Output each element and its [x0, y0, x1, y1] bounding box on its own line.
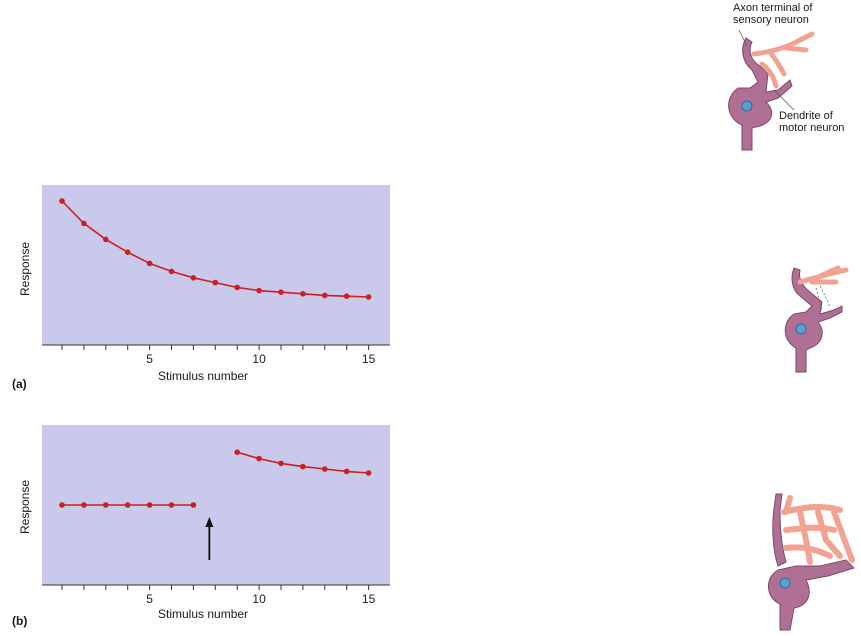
data-point: [81, 220, 87, 227]
plot-area-a: [42, 185, 390, 345]
panel-tag-b: (b): [12, 614, 28, 628]
data-point: [343, 468, 350, 475]
data-point: [124, 249, 131, 255]
x-tick-label: 10: [252, 352, 266, 366]
data-point: [365, 294, 372, 300]
data-point: [168, 502, 175, 508]
nucleus-icon: [741, 100, 753, 112]
data-point: [256, 455, 262, 462]
data-point: [81, 502, 87, 508]
panel-tag-a: (a): [12, 377, 27, 391]
data-point: [146, 502, 153, 508]
data-point: [146, 260, 153, 267]
arrow-up-icon: [205, 517, 214, 527]
data-point: [190, 275, 197, 281]
data-point: [322, 292, 328, 299]
x-axis-label-a: Stimulus number: [158, 369, 249, 383]
neuron-diagram-middle: [784, 265, 849, 373]
data-point: [103, 502, 109, 508]
x-tick-label: 15: [362, 592, 376, 606]
axon-terminal-label: Axon terminal of sensory neuron: [733, 2, 813, 26]
data-point: [256, 287, 262, 294]
data-point: [190, 502, 197, 508]
data-point: [168, 268, 175, 275]
neuron-diagram-bottom: [768, 493, 855, 631]
data-point: [278, 460, 284, 467]
data-point: [322, 466, 328, 472]
data-point: [343, 293, 350, 300]
x-tick-label: 5: [146, 352, 153, 366]
dendrite-label: Dendrite of motor neuron: [779, 110, 845, 134]
data-point: [300, 291, 306, 297]
data-point: [212, 279, 219, 286]
data-point: [234, 449, 240, 456]
data-point: [300, 463, 306, 470]
data-point: [234, 284, 240, 291]
x-tick-label: 10: [252, 592, 266, 606]
data-point: [59, 502, 65, 508]
neuron-diagram-top: [728, 29, 815, 151]
data-point: [365, 470, 372, 476]
x-axis-label-b: Stimulus number: [158, 607, 249, 621]
data-point: [59, 198, 65, 204]
data-point: [124, 502, 131, 508]
x-tick-label: 15: [362, 352, 376, 366]
x-tick-label: 5: [146, 592, 153, 606]
data-point: [278, 289, 284, 296]
data-point: [103, 236, 109, 243]
